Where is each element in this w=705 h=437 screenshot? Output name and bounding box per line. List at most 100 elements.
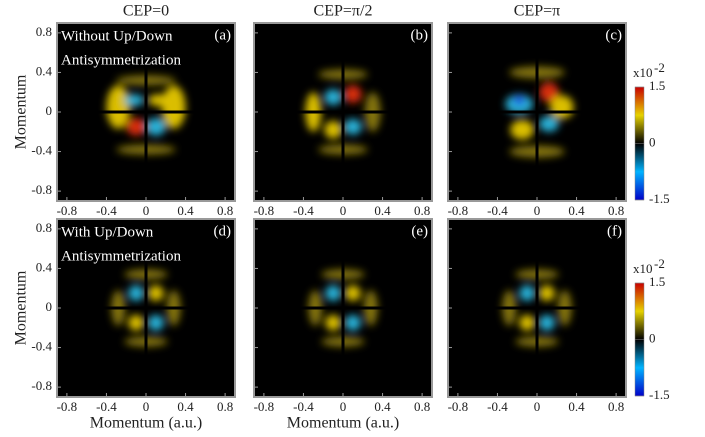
intensity-blob — [128, 314, 145, 331]
x-tick-label: -0.4 — [96, 203, 117, 218]
x-tick-label: -0.8 — [57, 399, 78, 414]
colorbar-exponent: -2 — [654, 60, 665, 75]
intensity-blob — [510, 119, 535, 140]
heatmap-panel: -0.8 -0.4 0 0.4 0.8 -0.8 -0.4 0 0.4 0.8 (d) Momentu… — [13, 218, 236, 432]
y-tick-label: -0.8 — [31, 378, 52, 393]
intensity-blob — [519, 285, 536, 302]
intensity-blob — [147, 285, 164, 302]
x-tick-label: -0.8 — [448, 203, 469, 218]
intensity-blob — [538, 115, 559, 132]
intensity-blob — [161, 85, 186, 129]
x-tick-label: 0 — [143, 203, 150, 218]
x-tick-label: 0.8 — [217, 399, 233, 414]
x-tick-label: 0.4 — [177, 399, 194, 414]
x-tick-label: 0.8 — [414, 203, 430, 218]
heatmap-panel: -0.8 -0.4 0 0.4 0.8 (c) — [447, 22, 627, 218]
intensity-blob — [324, 120, 343, 139]
x-tick-label: 0.4 — [374, 399, 391, 414]
x-axis-label: Momentum (a.u.) — [287, 415, 399, 432]
panel-label: (b) — [411, 27, 429, 43]
x-tick-label: -0.8 — [254, 203, 275, 218]
annotation: Without Up/Down — [61, 28, 173, 44]
x-axis-label: Momentum (a.u.) — [90, 415, 202, 432]
intensity-blob — [549, 95, 574, 119]
y-tick-label: 0.4 — [36, 259, 53, 274]
x-tick-label: -0.4 — [96, 399, 117, 414]
intensity-blob — [124, 94, 145, 107]
annotation: Antisymmetrization — [61, 248, 181, 264]
column-title: CEP=π/2 — [314, 3, 373, 20]
intensity-blob — [325, 285, 342, 302]
intensity-blob — [538, 82, 559, 103]
intensity-blob — [343, 85, 362, 104]
intensity-blob — [126, 117, 146, 136]
y-tick-label: 0 — [46, 299, 53, 314]
annotation: With Up/Down — [61, 224, 154, 240]
panel-label: (a) — [214, 27, 231, 43]
x-tick-label: 0.8 — [217, 203, 233, 218]
panel-label: (c) — [605, 27, 622, 43]
y-axis-label: Momentum — [13, 270, 30, 345]
x-tick-label: -0.8 — [254, 399, 275, 414]
intensity-blob — [128, 285, 145, 302]
x-tick-label: 0 — [143, 399, 150, 414]
panel-label: (d) — [214, 223, 232, 239]
intensity-blob — [343, 118, 362, 135]
x-tick-label: -0.8 — [448, 399, 469, 414]
colorbar-tick-label: -1.5 — [649, 191, 670, 206]
x-tick-label: 0.8 — [414, 399, 430, 414]
x-tick-label: 0.4 — [568, 399, 585, 414]
intensity-blob — [519, 314, 536, 331]
blobs — [106, 75, 186, 155]
colorbar-multiplier: x10 — [633, 65, 653, 80]
intensity-blob — [538, 314, 555, 331]
x-tick-label: 0 — [340, 203, 347, 218]
intensity-blob — [513, 95, 526, 106]
y-tick-label: 0.4 — [36, 63, 53, 78]
intensity-blob — [147, 94, 168, 107]
colorbar-tick-label: 1.5 — [649, 78, 665, 93]
annotation: Antisymmetrization — [61, 52, 181, 68]
x-tick-label: -0.4 — [487, 399, 508, 414]
column-title: CEP=0 — [123, 3, 169, 20]
colorbar-multiplier: x10 — [633, 261, 653, 276]
panel-label: (f) — [607, 223, 622, 239]
x-tick-label: -0.4 — [293, 399, 314, 414]
intensity-blob — [344, 285, 361, 302]
x-tick-label: -0.8 — [57, 203, 78, 218]
intensity-blob — [147, 314, 164, 331]
x-tick-label: 0.4 — [177, 203, 194, 218]
heatmap-panel: -0.8 -0.4 0 0.4 0.8 (b) — [253, 22, 433, 218]
heatmap-panel: -0.8 -0.4 0 0.4 0.8 (f) — [447, 218, 627, 414]
colorbar-tick-label: 0 — [649, 330, 656, 345]
colorbar-tick-label: 0 — [649, 134, 656, 149]
y-tick-label: 0 — [46, 103, 53, 118]
x-tick-label: -0.4 — [293, 203, 314, 218]
heatmap-panel: -0.8 -0.4 0 0.4 0.8 (e) Momentum (a.u.) — [253, 218, 433, 432]
intensity-blob — [538, 285, 555, 302]
heatmap-panel: -0.8 -0.4 0 0.4 0.8 -0.8 -0.4 0 0.4 0.8 (a) Momentu… — [13, 22, 236, 218]
x-tick-label: 0 — [534, 399, 541, 414]
y-tick-label: 0.8 — [36, 24, 52, 39]
colorbar-tick-label: 1.5 — [649, 274, 665, 289]
colorbar-exponent: -2 — [654, 256, 665, 271]
column-title: CEP=π — [514, 3, 560, 20]
intensity-blob — [146, 117, 166, 136]
colorbar-tick-label: -1.5 — [649, 387, 670, 402]
intensity-blob — [106, 85, 131, 129]
y-tick-label: 0.8 — [36, 220, 52, 235]
y-tick-label: -0.4 — [31, 339, 52, 354]
panel-label: (e) — [411, 223, 428, 239]
x-tick-label: 0.8 — [608, 399, 624, 414]
x-tick-label: 0 — [534, 203, 541, 218]
x-tick-label: 0 — [340, 399, 347, 414]
x-tick-label: 0.4 — [568, 203, 585, 218]
intensity-blob — [325, 314, 342, 331]
x-tick-label: 0.8 — [608, 203, 624, 218]
intensity-blob — [324, 89, 343, 106]
y-tick-label: -0.4 — [31, 143, 52, 158]
x-tick-label: -0.4 — [487, 203, 508, 218]
y-axis-label: Momentum — [13, 74, 30, 149]
intensity-blob — [344, 314, 361, 331]
